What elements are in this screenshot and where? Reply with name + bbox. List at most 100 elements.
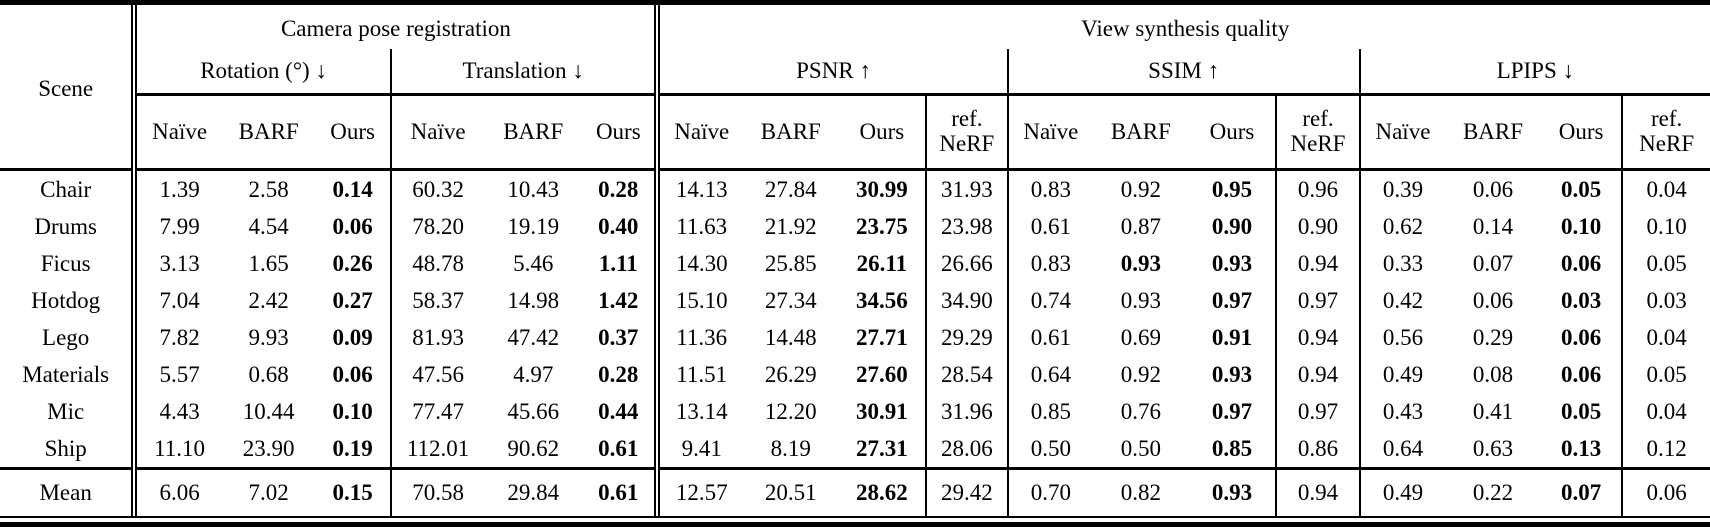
- value-cell: 0.76: [1120, 398, 1162, 424]
- method-header-row: Naïve BARF Ours Naïve BARF Ours Naïve BA…: [0, 94, 1710, 171]
- value-cell: 0.12: [1646, 435, 1687, 461]
- value-cell: 0.50: [1120, 435, 1162, 461]
- value-cell: 0.69: [1120, 324, 1162, 350]
- value-cell: 13.14: [675, 398, 728, 424]
- value-cell: 25.85: [764, 250, 817, 276]
- value-cell: 0.64: [1030, 361, 1071, 387]
- value-cell: 0.07: [1540, 467, 1624, 516]
- value-cell: 14.48: [764, 324, 817, 350]
- value-cell: 19.19: [507, 213, 560, 239]
- value-cell: 0.61: [1030, 213, 1071, 239]
- metric-header-psnr: PSNR ↑: [657, 49, 1009, 96]
- value-cell: 7.99: [159, 213, 200, 239]
- table-header: Scene Camera pose registration View synt…: [0, 5, 1710, 171]
- value-cell: 7.82: [159, 324, 200, 350]
- value-cell: 0.09: [315, 319, 392, 356]
- value-cell: 2.58: [248, 176, 289, 202]
- value-cell: 14.30: [675, 250, 728, 276]
- value-cell: 0.05: [1540, 169, 1624, 208]
- value-cell: 0.94: [1276, 245, 1361, 282]
- value-cell: 0.06: [315, 356, 392, 393]
- value-cell: 1.39: [159, 176, 200, 202]
- value-cell: 11.63: [676, 213, 728, 239]
- method-header: Naïve: [390, 94, 485, 171]
- value-cell: 0.70: [1007, 467, 1094, 516]
- value-cell: 0.06: [315, 208, 392, 245]
- value-cell: 0.96: [1276, 169, 1361, 208]
- value-cell: 27.31: [838, 430, 928, 469]
- value-cell: 0.92: [1120, 176, 1162, 202]
- metric-header-row: Rotation (°) ↓ Translation ↓ PSNR ↑ SSIM…: [0, 49, 1710, 96]
- value-cell: 0.49: [1359, 467, 1446, 516]
- value-cell: 28.54: [926, 356, 1009, 393]
- value-cell: 0.10: [1646, 213, 1687, 239]
- method-header: Naïve: [1007, 94, 1094, 171]
- value-cell: 0.05: [1646, 361, 1687, 387]
- value-cell: 0.06: [1472, 287, 1514, 313]
- value-cell: 81.93: [412, 324, 464, 350]
- value-cell: 0.41: [1472, 398, 1514, 424]
- value-cell: 21.92: [764, 213, 817, 239]
- value-cell: 26.11: [838, 245, 928, 282]
- table-row: Hotdog 7.04 2.42 0.27 58.37 14.98 1.42 15.10 27.…: [0, 282, 1710, 319]
- value-cell: 0.03: [1646, 287, 1687, 313]
- value-cell: 14.98: [507, 287, 560, 313]
- value-cell: 4.43: [159, 398, 200, 424]
- value-cell: 2.42: [248, 287, 289, 313]
- value-cell: 0.61: [582, 467, 661, 516]
- method-header: Ours: [582, 94, 661, 171]
- scene-label: Hotdog: [0, 282, 138, 319]
- value-cell: 27.84: [764, 176, 817, 202]
- metric-header-lpips: LPIPS ↓: [1359, 49, 1710, 96]
- value-cell: 0.68: [248, 361, 289, 387]
- mean-row: Mean 6.06 7.02 0.15 70.58 29.84 0.61 12.57 20.51…: [0, 467, 1710, 516]
- method-header: Naïve: [134, 94, 222, 171]
- value-cell: 5.57: [159, 361, 200, 387]
- method-header: ref. NeRF: [1276, 94, 1361, 171]
- value-cell: 31.96: [926, 393, 1009, 430]
- value-cell: 34.90: [926, 282, 1009, 319]
- value-cell: 9.93: [248, 324, 289, 350]
- value-cell: 14.13: [675, 176, 728, 202]
- value-cell: 6.06: [134, 467, 222, 516]
- value-cell: 77.47: [412, 398, 464, 424]
- value-cell: 1.65: [248, 250, 289, 276]
- value-cell: 0.10: [1540, 208, 1624, 245]
- value-cell: 47.56: [412, 361, 464, 387]
- value-cell: 0.62: [1382, 213, 1424, 239]
- value-cell: 0.93: [1120, 287, 1162, 313]
- value-cell: 0.15: [315, 467, 392, 516]
- value-cell: 0.87: [1120, 213, 1162, 239]
- value-cell: 27.71: [838, 319, 928, 356]
- value-cell: 0.61: [582, 430, 661, 469]
- value-cell: 0.26: [315, 245, 392, 282]
- value-cell: 10.43: [507, 176, 560, 202]
- method-header: BARF: [1093, 94, 1189, 171]
- value-cell: 0.44: [582, 393, 661, 430]
- value-cell: 0.95: [1188, 169, 1278, 208]
- value-cell: 0.97: [1276, 282, 1361, 319]
- value-cell: 0.82: [1093, 467, 1189, 516]
- method-header: Ours: [1188, 94, 1278, 171]
- value-cell: 23.98: [926, 208, 1009, 245]
- group-header-row: Scene Camera pose registration View synt…: [0, 5, 1710, 171]
- scene-label: Materials: [0, 356, 138, 393]
- value-cell: 0.04: [1646, 176, 1687, 202]
- value-cell: 0.93: [1188, 245, 1278, 282]
- metric-header-translation: Translation ↓: [390, 49, 661, 96]
- table-row: Ficus 3.13 1.65 0.26 48.78 5.46 1.11 14.30 25.85…: [0, 245, 1710, 282]
- value-cell: 9.41: [681, 435, 722, 461]
- value-cell: 1.11: [582, 245, 661, 282]
- value-cell: 0.43: [1382, 398, 1424, 424]
- table-body: Chair 1.39 2.58 0.14 60.32 10.43 0.28 14.13 27.8…: [0, 169, 1710, 516]
- value-cell: 3.13: [159, 250, 200, 276]
- table-row: Chair 1.39 2.58 0.14 60.32 10.43 0.28 14.13 27.8…: [0, 169, 1710, 208]
- value-cell: 70.58: [390, 467, 485, 516]
- value-cell: 0.97: [1188, 393, 1278, 430]
- value-cell: 27.60: [838, 356, 928, 393]
- value-cell: 0.61: [1030, 324, 1071, 350]
- scene-label: Lego: [0, 319, 138, 356]
- value-cell: 29.84: [484, 467, 583, 516]
- value-cell: 23.75: [838, 208, 928, 245]
